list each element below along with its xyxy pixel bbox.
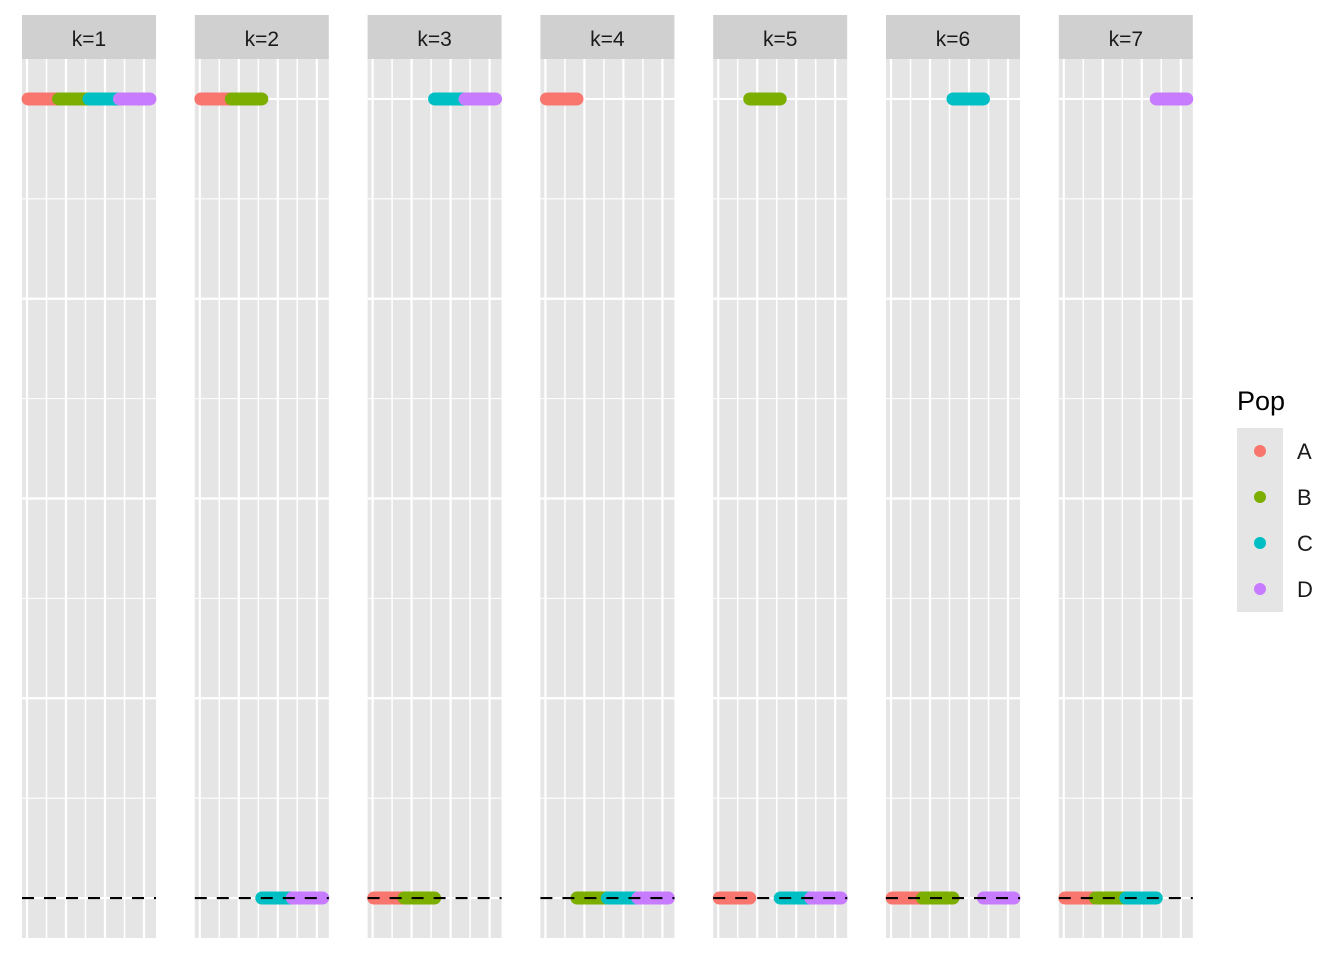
- facet-strip: [194, 15, 329, 59]
- legend-key-B: [1254, 491, 1266, 503]
- legend-label-D: D: [1297, 577, 1313, 602]
- legend-label-B: B: [1297, 485, 1312, 510]
- facet-strip: [713, 15, 848, 59]
- legend-key-background: [1237, 428, 1283, 612]
- facet-label: k=1: [72, 28, 106, 51]
- facet-strip: [1058, 15, 1193, 59]
- legend-label-A: A: [1297, 439, 1312, 464]
- panel-6: k=6: [885, 15, 1021, 938]
- facet-strip: [367, 15, 502, 59]
- facet-strip: [22, 15, 156, 59]
- facet-label: k=3: [417, 28, 451, 51]
- panel-2: k=2: [194, 15, 330, 938]
- panel-1: k=1: [21, 15, 157, 938]
- legend-key-D: [1254, 583, 1266, 595]
- panel-4: k=4: [539, 15, 675, 938]
- facet-label: k=4: [590, 28, 625, 51]
- facet-label: k=2: [245, 28, 279, 51]
- legend-key-A: [1254, 445, 1266, 457]
- facet-strip: [886, 15, 1020, 59]
- facet-label: k=5: [763, 28, 797, 51]
- legend-title: Pop: [1237, 386, 1285, 416]
- legend-label-C: C: [1297, 531, 1313, 556]
- panel-3: k=3: [367, 15, 503, 938]
- panel-7: k=7: [1058, 15, 1194, 938]
- panel-5: k=5: [712, 15, 848, 938]
- facet-label: k=6: [936, 28, 970, 51]
- facet-strip: [540, 15, 675, 59]
- legend-key-C: [1254, 537, 1266, 549]
- facet-label: k=7: [1109, 28, 1143, 51]
